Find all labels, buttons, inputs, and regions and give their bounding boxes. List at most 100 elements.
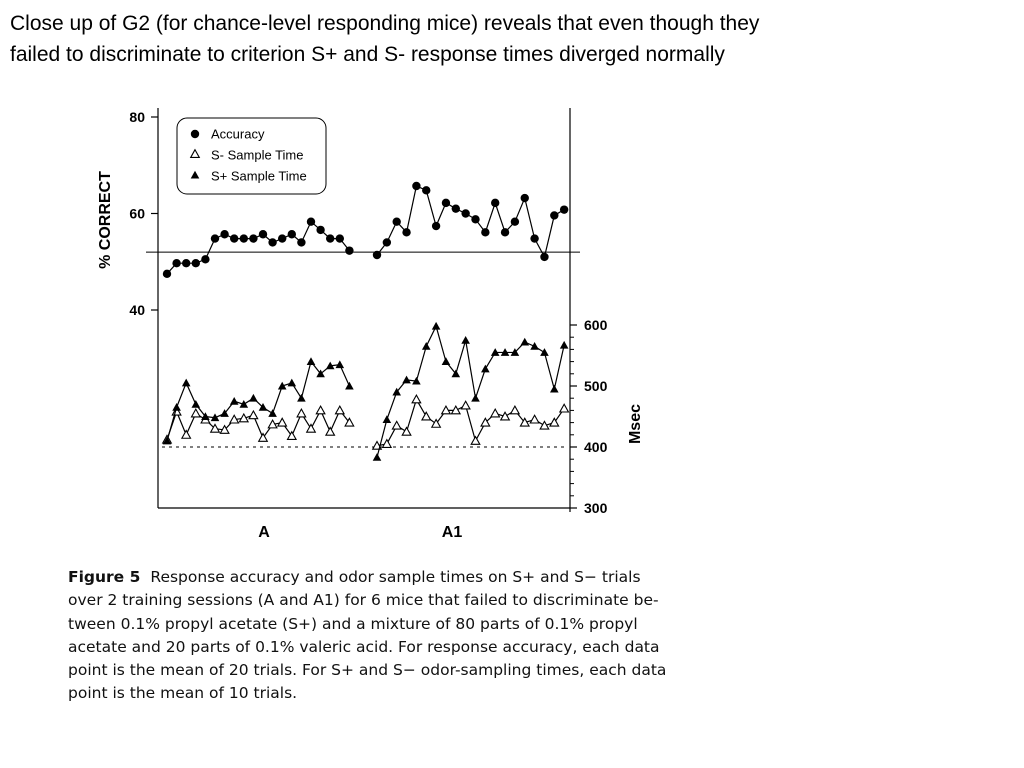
right-tick-label: 600 xyxy=(584,317,608,333)
data-point xyxy=(324,426,336,436)
data-point xyxy=(248,409,259,420)
data-point xyxy=(286,430,298,441)
data-point xyxy=(287,378,297,387)
series-accuracy xyxy=(162,181,569,279)
data-point xyxy=(431,321,441,330)
data-point xyxy=(540,348,549,356)
data-point xyxy=(220,409,229,417)
chart-legend: Accuracy S- Sample Time S+ Sample Time xyxy=(176,117,327,195)
caption-line: point is the mean of 20 trials. For S+ a… xyxy=(68,661,667,680)
data-point xyxy=(238,412,250,423)
data-point xyxy=(402,375,411,384)
data-point xyxy=(499,411,511,421)
data-point xyxy=(391,420,402,430)
data-point xyxy=(268,238,277,247)
legend-entry: Accuracy xyxy=(190,127,265,142)
data-point xyxy=(258,230,268,239)
data-point xyxy=(540,252,549,262)
data-point xyxy=(277,381,287,390)
data-point xyxy=(529,414,540,424)
data-point xyxy=(550,384,559,393)
data-point xyxy=(162,269,172,279)
data-point xyxy=(335,234,344,243)
data-point xyxy=(411,393,422,404)
data-point xyxy=(287,230,296,239)
session-label: A1 xyxy=(442,524,463,541)
right-tick-label: 500 xyxy=(584,378,608,394)
data-point xyxy=(210,413,220,422)
data-point xyxy=(325,361,335,370)
data-point xyxy=(381,438,393,448)
data-point xyxy=(249,234,258,243)
data-point xyxy=(382,415,392,423)
data-point xyxy=(209,423,221,433)
data-point xyxy=(249,393,258,402)
data-point xyxy=(276,417,288,427)
data-point xyxy=(539,420,550,430)
left-axis-title: % CORRECT xyxy=(97,171,114,269)
data-point xyxy=(229,396,239,405)
caption-line: acetate and 20 parts of 0.1% valeric aci… xyxy=(68,637,660,656)
slide-heading-line: Close up of G2 (for chance-level respond… xyxy=(10,12,760,35)
caption-line: over 2 training sessions (A and A1) for … xyxy=(68,591,659,610)
left-tick-label: 60 xyxy=(129,206,145,222)
data-point xyxy=(450,404,462,415)
data-point xyxy=(550,211,559,220)
data-point xyxy=(335,360,345,369)
session-label: A xyxy=(258,524,270,541)
data-point xyxy=(489,408,501,418)
data-point xyxy=(190,408,202,418)
data-point xyxy=(239,400,249,408)
data-point xyxy=(440,404,452,415)
figure-caption: Figure 5 Response accuracy and odor sampl… xyxy=(68,566,680,706)
data-point xyxy=(316,225,325,235)
figure-label: Figure 5 xyxy=(68,568,141,586)
chart-frame xyxy=(157,108,571,512)
caption-text: Response accuracy and odor sample times … xyxy=(150,568,641,586)
data-point xyxy=(172,403,181,411)
series-s-sample-time xyxy=(161,393,570,450)
data-point xyxy=(345,381,354,390)
data-point xyxy=(201,412,210,420)
legend-marker xyxy=(189,148,201,158)
data-point xyxy=(481,364,490,373)
data-point xyxy=(519,417,530,427)
data-point xyxy=(172,258,181,268)
slide-heading: Close up of G2 (for chance-level respond… xyxy=(10,8,1010,70)
data-point xyxy=(520,337,530,346)
data-point xyxy=(558,403,570,413)
caption-line: point is the mean of 10 trials. xyxy=(68,684,298,703)
caption-line: tween 0.1% propyl acetate (S+) and a mix… xyxy=(68,614,638,633)
data-point xyxy=(490,348,500,356)
data-point xyxy=(471,215,480,224)
data-point xyxy=(210,234,220,243)
data-point xyxy=(344,417,355,427)
data-point xyxy=(401,426,412,436)
data-point xyxy=(230,234,239,243)
legend-label: S+ Sample Time xyxy=(211,169,307,184)
data-point xyxy=(451,369,461,378)
data-point xyxy=(305,423,317,433)
data-point xyxy=(461,335,470,344)
data-point xyxy=(421,411,432,421)
data-point xyxy=(421,342,431,350)
data-point xyxy=(326,234,335,243)
data-point xyxy=(372,250,382,260)
data-point xyxy=(491,198,500,208)
data-point xyxy=(315,404,326,415)
data-point xyxy=(296,408,307,418)
session-labels: A A1 xyxy=(258,524,462,541)
data-point xyxy=(441,198,451,208)
legend-entry: S+ Sample Time xyxy=(190,169,307,184)
series-s-sample-time xyxy=(162,321,569,461)
data-point xyxy=(180,429,192,439)
data-point xyxy=(278,234,287,243)
data-point xyxy=(480,417,491,427)
data-point xyxy=(530,342,539,350)
left-tick-label: 40 xyxy=(129,302,145,318)
data-point xyxy=(306,357,316,366)
figure-chart: 40 60 80 300 400 500 600 % CORRECT Msec A A1 A… xyxy=(97,108,644,541)
data-point xyxy=(345,246,354,255)
data-point xyxy=(461,209,470,218)
legend-entry: S- Sample Time xyxy=(189,148,303,163)
